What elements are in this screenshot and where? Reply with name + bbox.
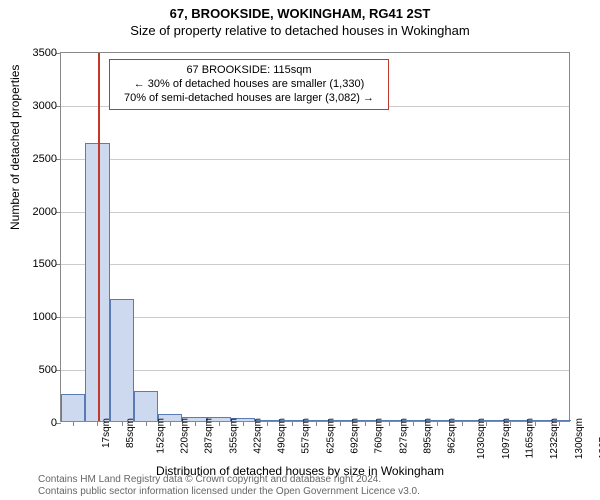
grid-line <box>61 264 569 265</box>
grid-line <box>61 317 569 318</box>
annotation-line: ← 30% of detached houses are smaller (1,… <box>116 78 382 92</box>
xtick-mark <box>292 421 293 426</box>
xtick-mark <box>122 421 123 426</box>
xtick-mark <box>195 421 196 426</box>
annotation-box: 67 BROOKSIDE: 115sqm← 30% of detached ho… <box>109 59 389 110</box>
xtick-mark <box>243 421 244 426</box>
xtick-mark <box>413 421 414 426</box>
histogram-bar <box>134 391 158 421</box>
xtick-label: 220sqm <box>180 418 191 454</box>
title-block: 67, BROOKSIDE, WOKINGHAM, RG41 2ST Size … <box>0 0 600 38</box>
xtick-label: 287sqm <box>204 418 215 454</box>
xtick-mark <box>97 421 98 426</box>
plot-area: 050010001500200025003000350017sqm85sqm15… <box>60 52 570 422</box>
footer-line-1: Contains HM Land Registry data © Crown c… <box>38 474 600 486</box>
annotation-line: 70% of semi-detached houses are larger (… <box>116 92 382 106</box>
xtick-mark <box>437 421 438 426</box>
ytick-label: 3500 <box>21 47 61 59</box>
xtick-label: 557sqm <box>301 418 312 454</box>
xtick-mark <box>486 421 487 426</box>
xtick-mark <box>462 421 463 426</box>
histogram-bar <box>110 299 134 421</box>
xtick-label: 152sqm <box>155 418 166 454</box>
ytick-label: 500 <box>21 364 61 376</box>
xtick-label: 692sqm <box>350 418 361 454</box>
xtick-label: 962sqm <box>447 418 458 454</box>
xtick-mark <box>510 421 511 426</box>
xtick-mark <box>365 421 366 426</box>
xtick-label: 85sqm <box>125 418 136 448</box>
xtick-label: 422sqm <box>252 418 263 454</box>
ytick-label: 2000 <box>21 206 61 218</box>
xtick-mark <box>219 421 220 426</box>
grid-line <box>61 370 569 371</box>
xtick-mark <box>146 421 147 426</box>
chart-container: 67, BROOKSIDE, WOKINGHAM, RG41 2ST Size … <box>0 0 600 500</box>
xtick-label: 355sqm <box>228 418 239 454</box>
footer-line-2: Contains public sector information licen… <box>38 486 600 498</box>
ytick-label: 1500 <box>21 258 61 270</box>
annotation-line: 67 BROOKSIDE: 115sqm <box>116 64 382 78</box>
xtick-mark <box>389 421 390 426</box>
xtick-mark <box>170 421 171 426</box>
ytick-label: 0 <box>21 417 61 429</box>
xtick-mark <box>73 421 74 426</box>
xtick-mark <box>559 421 560 426</box>
xtick-label: 17sqm <box>101 418 112 448</box>
xtick-label: 625sqm <box>325 418 336 454</box>
subtitle: Size of property relative to detached ho… <box>0 23 600 38</box>
histogram-bar <box>61 394 85 421</box>
xtick-label: 895sqm <box>422 418 433 454</box>
grid-line <box>61 159 569 160</box>
xtick-mark <box>267 421 268 426</box>
xtick-label: 760sqm <box>374 418 385 454</box>
ytick-label: 3000 <box>21 100 61 112</box>
subject-marker-line <box>98 53 100 421</box>
attribution-footer: Contains HM Land Registry data © Crown c… <box>0 474 600 498</box>
xtick-mark <box>535 421 536 426</box>
xtick-mark <box>340 421 341 426</box>
xtick-label: 1300sqm <box>574 418 585 459</box>
grid-line <box>61 212 569 213</box>
xtick-label: 490sqm <box>277 418 288 454</box>
ytick-label: 2500 <box>21 153 61 165</box>
xtick-mark <box>316 421 317 426</box>
address-line: 67, BROOKSIDE, WOKINGHAM, RG41 2ST <box>0 6 600 21</box>
ytick-label: 1000 <box>21 311 61 323</box>
xtick-label: 827sqm <box>398 418 409 454</box>
y-axis-label: Number of detached properties <box>8 65 22 230</box>
